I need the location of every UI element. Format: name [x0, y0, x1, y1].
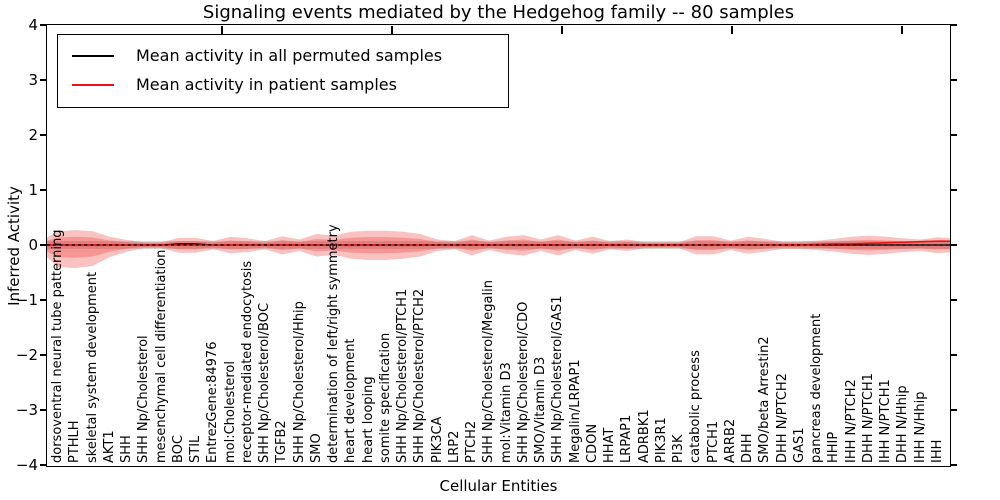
- x-tick-mark-top: [731, 26, 733, 34]
- x-tick-mark-top: [391, 26, 393, 34]
- x-category-label: mesenchymal cell differentiation: [153, 249, 169, 463]
- y-tick-label: −3: [15, 401, 38, 419]
- x-category-label: pancreas development: [809, 313, 824, 463]
- y-tick-label: 1: [28, 181, 38, 199]
- x-tick-mark-top: [561, 26, 563, 34]
- x-tick-mark-top: [221, 26, 223, 34]
- y-tick-mark-left: [40, 134, 47, 136]
- y-tick-mark-right: [950, 299, 957, 301]
- x-category-label: IHH N/PTCH1: [878, 379, 893, 463]
- y-tick-mark-left: [40, 189, 47, 191]
- x-category-label: PIK3CA: [429, 416, 445, 463]
- x-category-label: PTCH2: [464, 420, 479, 463]
- y-tick-mark-right: [950, 189, 957, 191]
- y-tick-mark-left: [40, 79, 47, 81]
- x-category-label: receptor-mediated endocytosis: [239, 260, 255, 463]
- x-category-label: SMO/Vitamin D3: [533, 356, 548, 463]
- y-tick-label: 3: [28, 71, 38, 89]
- y-tick-label: −1: [15, 291, 38, 309]
- x-category-label: SHH Np/Cholesterol: [136, 335, 152, 463]
- y-tick-label: 0: [28, 236, 38, 254]
- legend-item-permuted: Mean activity in all permuted samples: [58, 41, 508, 70]
- x-category-label: AKT1: [101, 430, 117, 463]
- x-category-label: HHAT: [602, 427, 617, 463]
- y-tick-mark-right: [950, 464, 957, 466]
- x-category-label: somite specification: [377, 332, 393, 463]
- y-tick-label: 4: [28, 16, 38, 34]
- y-tick-mark-right: [950, 134, 957, 136]
- x-category-label: EntrezGene:84976: [205, 341, 221, 463]
- x-category-label: DHH N/PTCH2: [774, 373, 790, 463]
- y-tick-label: −4: [15, 456, 38, 474]
- y-tick-label: −2: [15, 346, 38, 364]
- y-tick-mark-right: [950, 354, 957, 356]
- x-category-label: ARRB2: [722, 418, 738, 463]
- x-category-label: LRP2: [446, 430, 462, 463]
- x-category-label: SMO: [308, 433, 324, 463]
- legend: Mean activity in all permuted samples Me…: [57, 34, 509, 108]
- x-category-label: HHIP: [826, 431, 842, 463]
- patient-band-inner: [47, 236, 950, 258]
- x-tick-mark-top: [901, 26, 903, 34]
- patient-mean-line: [47, 240, 950, 246]
- x-category-label: PTHLH: [67, 420, 83, 463]
- x-category-label: STIL: [188, 435, 203, 463]
- x-category-label: SHH Np/Cholesterol/GAS1: [550, 295, 566, 463]
- x-category-label: IHH N/Hhip: [912, 391, 928, 464]
- y-tick-mark-left: [40, 299, 47, 301]
- y-tick-mark-left: [40, 24, 47, 26]
- x-category-label: CDON: [584, 423, 600, 463]
- y-tick-mark-left: [40, 244, 47, 246]
- x-category-label: DHH: [740, 433, 755, 463]
- x-axis-label: Cellular Entities: [439, 477, 558, 495]
- y-tick-mark-left: [40, 409, 47, 411]
- patient-band-outer: [47, 230, 950, 269]
- x-category-label: SMO/beta Arrestin2: [757, 336, 773, 463]
- y-tick-mark-left: [40, 464, 47, 466]
- patient-line-sample: [72, 83, 114, 86]
- y-tick-mark-left: [40, 354, 47, 356]
- x-category-label: Megalin/LRPAP1: [567, 359, 583, 463]
- x-category-label: LRPAP1: [619, 414, 635, 463]
- x-category-label: SHH Np/Cholesterol/PTCH2: [412, 288, 428, 463]
- x-category-label: PIK3R1: [653, 417, 669, 463]
- y-tick-label: 2: [28, 126, 38, 144]
- x-category-label: catabolic process: [688, 350, 704, 463]
- x-category-label: skeletal system development: [84, 271, 100, 463]
- legend-label: Mean activity in patient samples: [136, 75, 397, 94]
- x-category-label: dorsoventral neural tube patterning: [50, 229, 65, 463]
- x-category-label: heart looping: [360, 376, 376, 463]
- x-category-label: DHH N/Hhip: [895, 385, 911, 463]
- x-category-label: DHH N/PTCH1: [860, 373, 876, 463]
- x-category-label: PI3K: [671, 434, 686, 463]
- x-category-label: SHH Np/Cholesterol/Megalin: [481, 280, 497, 463]
- x-category-label: IHH N/PTCH2: [843, 379, 859, 463]
- x-category-label: mol:Cholesterol: [222, 361, 238, 463]
- x-category-label: SHH Np/Cholesterol/Hhip: [291, 301, 307, 463]
- plot-area: [47, 230, 950, 269]
- x-category-label: SHH Np/Cholesterol/CDO: [515, 301, 531, 463]
- y-tick-mark-right: [950, 24, 957, 26]
- x-category-label: ADRBK1: [636, 409, 652, 463]
- x-category-label: GAS1: [791, 427, 807, 464]
- x-category-label: IHH: [929, 439, 945, 463]
- y-tick-mark-right: [950, 79, 957, 81]
- x-category-label: PTCH1: [705, 420, 721, 463]
- x-category-label: heart development: [343, 338, 359, 463]
- x-category-label: determination of left/right symmetry: [326, 224, 341, 463]
- permuted-line-sample: [72, 54, 114, 57]
- y-tick-mark-right: [950, 244, 957, 246]
- x-category-label: SHH Np/Cholesterol/PTCH1: [395, 288, 410, 463]
- y-tick-mark-right: [950, 409, 957, 411]
- x-category-label: BOC: [170, 435, 186, 463]
- x-category-label: mol:Vitamin D3: [498, 362, 514, 463]
- x-category-label: TGFB2: [274, 420, 290, 463]
- x-category-label: SHH Np/Cholesterol/BOC: [257, 302, 272, 463]
- legend-item-patient: Mean activity in patient samples: [58, 70, 508, 99]
- legend-label: Mean activity in all permuted samples: [136, 46, 443, 65]
- chart-title: Signaling events mediated by the Hedgeho…: [202, 2, 795, 23]
- x-category-label: SHH: [119, 435, 134, 463]
